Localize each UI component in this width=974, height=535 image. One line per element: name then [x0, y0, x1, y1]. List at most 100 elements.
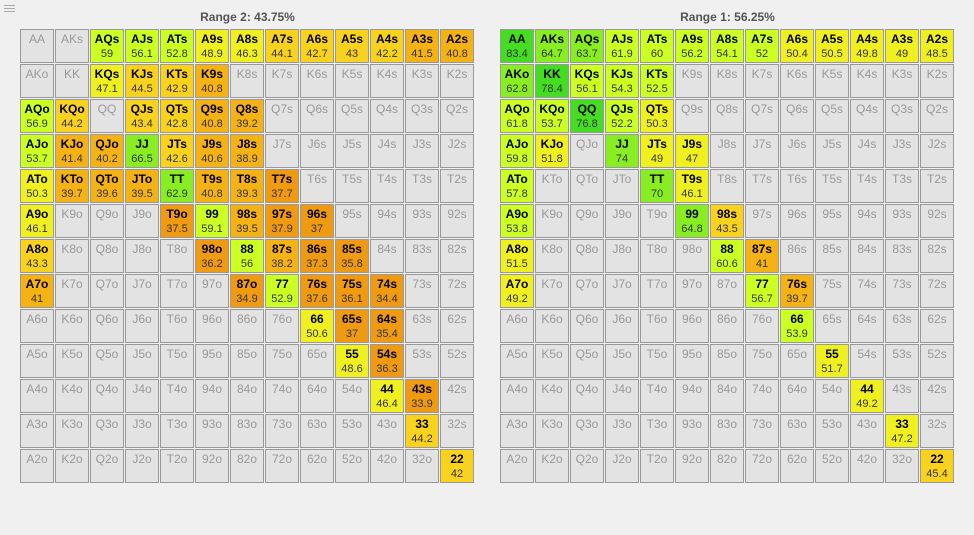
hand-cell-k6o[interactable]: K6o — [55, 309, 89, 343]
hand-cell-kk[interactable]: KK 78.4 — [535, 64, 569, 98]
hand-cell-62s[interactable]: 62s — [440, 309, 474, 343]
hand-cell-84s[interactable]: 84s — [850, 239, 884, 273]
hand-cell-k2s[interactable]: K2s — [440, 64, 474, 98]
hand-cell-43o[interactable]: 43o — [850, 414, 884, 448]
hand-cell-jj[interactable]: JJ 66.5 — [125, 134, 159, 168]
hand-cell-95o[interactable]: 95o — [195, 344, 229, 378]
hand-cell-kjs[interactable]: KJs 44.5 — [125, 64, 159, 98]
hand-cell-j4o[interactable]: J4o — [605, 379, 639, 413]
hand-cell-97s[interactable]: 97s 37.9 — [265, 204, 299, 238]
hand-cell-kqs[interactable]: KQs 56.1 — [570, 64, 604, 98]
hand-cell-t7o[interactable]: T7o — [640, 274, 674, 308]
hand-cell-q3s[interactable]: Q3s — [885, 99, 919, 133]
hand-cell-t7s[interactable]: T7s 37.7 — [265, 169, 299, 203]
hand-cell-j4s[interactable]: J4s — [850, 134, 884, 168]
hand-cell-63o[interactable]: 63o — [780, 414, 814, 448]
hand-cell-kjs[interactable]: KJs 54.3 — [605, 64, 639, 98]
hand-cell-a2s[interactable]: A2s 40.8 — [440, 29, 474, 63]
hand-cell-96s[interactable]: 96s 37 — [300, 204, 334, 238]
hand-cell-a4o[interactable]: A4o — [20, 379, 54, 413]
hand-cell-85s[interactable]: 85s — [815, 239, 849, 273]
hand-cell-t6s[interactable]: T6s — [780, 169, 814, 203]
hand-cell-qts[interactable]: QTs 50.3 — [640, 99, 674, 133]
hand-cell-qjo[interactable]: QJo 40.2 — [90, 134, 124, 168]
hand-cell-a7o[interactable]: A7o 41 — [20, 274, 54, 308]
hand-cell-92s[interactable]: 92s — [440, 204, 474, 238]
hand-cell-k5o[interactable]: K5o — [55, 344, 89, 378]
hand-cell-q5s[interactable]: Q5s — [335, 99, 369, 133]
hand-cell-63s[interactable]: 63s — [405, 309, 439, 343]
hand-cell-k8s[interactable]: K8s — [230, 64, 264, 98]
hand-cell-65o[interactable]: 65o — [300, 344, 334, 378]
hand-cell-66[interactable]: 66 50.6 — [300, 309, 334, 343]
hand-cell-a9o[interactable]: A9o 53.8 — [500, 204, 534, 238]
hand-cell-76s[interactable]: 76s 39.7 — [780, 274, 814, 308]
hand-cell-a5o[interactable]: A5o — [20, 344, 54, 378]
hand-cell-93o[interactable]: 93o — [675, 414, 709, 448]
hand-cell-53s[interactable]: 53s — [405, 344, 439, 378]
hand-cell-75o[interactable]: 75o — [265, 344, 299, 378]
hand-cell-t8o[interactable]: T8o — [640, 239, 674, 273]
hand-cell-q4s[interactable]: Q4s — [850, 99, 884, 133]
hand-cell-88[interactable]: 88 56 — [230, 239, 264, 273]
hand-cell-k2o[interactable]: K2o — [535, 449, 569, 483]
hand-cell-q2o[interactable]: Q2o — [570, 449, 604, 483]
hand-cell-q3s[interactable]: Q3s — [405, 99, 439, 133]
hand-cell-54o[interactable]: 54o — [815, 379, 849, 413]
hand-cell-aqo[interactable]: AQo 56.9 — [20, 99, 54, 133]
hand-cell-k4o[interactable]: K4o — [55, 379, 89, 413]
hand-cell-k7s[interactable]: K7s — [265, 64, 299, 98]
hand-cell-qjs[interactable]: QJs 43.4 — [125, 99, 159, 133]
hand-cell-k6s[interactable]: K6s — [300, 64, 334, 98]
hand-cell-a9s[interactable]: A9s 56.2 — [675, 29, 709, 63]
hand-cell-aqs[interactable]: AQs 63.7 — [570, 29, 604, 63]
hand-cell-t4s[interactable]: T4s — [370, 169, 404, 203]
hand-cell-qto[interactable]: QTo 39.6 — [90, 169, 124, 203]
hand-cell-94s[interactable]: 94s — [850, 204, 884, 238]
hand-cell-ats[interactable]: ATs 60 — [640, 29, 674, 63]
hand-cell-85s[interactable]: 85s 35.8 — [335, 239, 369, 273]
hand-cell-t6o[interactable]: T6o — [160, 309, 194, 343]
hand-cell-76o[interactable]: 76o — [745, 309, 779, 343]
hand-cell-j6s[interactable]: J6s — [300, 134, 334, 168]
hand-cell-72s[interactable]: 72s — [920, 274, 954, 308]
hand-cell-a5s[interactable]: A5s 43 — [335, 29, 369, 63]
hand-cell-43o[interactable]: 43o — [370, 414, 404, 448]
hand-cell-t9o[interactable]: T9o — [640, 204, 674, 238]
hand-cell-q6o[interactable]: Q6o — [90, 309, 124, 343]
hand-cell-j9s[interactable]: J9s 47 — [675, 134, 709, 168]
hand-cell-t8s[interactable]: T8s 39.3 — [230, 169, 264, 203]
hand-cell-q5s[interactable]: Q5s — [815, 99, 849, 133]
hand-cell-43s[interactable]: 43s 33.9 — [405, 379, 439, 413]
hand-cell-aa[interactable]: AA — [20, 29, 54, 63]
hand-cell-84o[interactable]: 84o — [230, 379, 264, 413]
hand-cell-q2s[interactable]: Q2s — [440, 99, 474, 133]
hand-cell-54o[interactable]: 54o — [335, 379, 369, 413]
hand-cell-65s[interactable]: 65s 37 — [335, 309, 369, 343]
hand-cell-a6s[interactable]: A6s 42.7 — [300, 29, 334, 63]
hand-cell-87s[interactable]: 87s 38.2 — [265, 239, 299, 273]
hand-cell-32s[interactable]: 32s — [440, 414, 474, 448]
hand-cell-kto[interactable]: KTo — [535, 169, 569, 203]
hand-cell-a7o[interactable]: A7o 49.2 — [500, 274, 534, 308]
hand-cell-k9o[interactable]: K9o — [55, 204, 89, 238]
hand-cell-j9s[interactable]: J9s 40.6 — [195, 134, 229, 168]
hand-cell-t5s[interactable]: T5s — [815, 169, 849, 203]
hand-cell-74s[interactable]: 74s — [850, 274, 884, 308]
hand-cell-97o[interactable]: 97o — [195, 274, 229, 308]
hand-cell-42s[interactable]: 42s — [920, 379, 954, 413]
hand-cell-95s[interactable]: 95s — [335, 204, 369, 238]
hand-cell-kjo[interactable]: KJo 51.8 — [535, 134, 569, 168]
hand-cell-42o[interactable]: 42o — [370, 449, 404, 483]
hand-cell-j9o[interactable]: J9o — [605, 204, 639, 238]
hand-cell-q6o[interactable]: Q6o — [570, 309, 604, 343]
hand-cell-jts[interactable]: JTs 49 — [640, 134, 674, 168]
hand-cell-t3o[interactable]: T3o — [640, 414, 674, 448]
hand-cell-jto[interactable]: JTo 39.5 — [125, 169, 159, 203]
hand-cell-94o[interactable]: 94o — [195, 379, 229, 413]
hand-cell-a2o[interactable]: A2o — [20, 449, 54, 483]
hand-cell-kqo[interactable]: KQo 44.2 — [55, 99, 89, 133]
hand-cell-k4s[interactable]: K4s — [370, 64, 404, 98]
hand-cell-k2o[interactable]: K2o — [55, 449, 89, 483]
hand-cell-54s[interactable]: 54s 36.3 — [370, 344, 404, 378]
